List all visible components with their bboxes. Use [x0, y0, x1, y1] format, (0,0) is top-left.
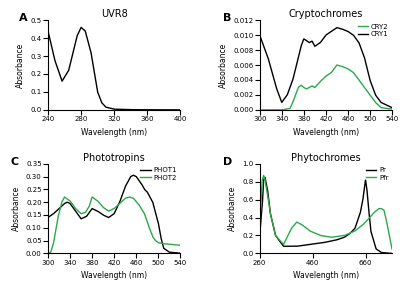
Pr — [390, 252, 394, 255]
CRY1 — [266, 55, 270, 59]
CRY2 — [358, 80, 363, 84]
Y-axis label: Absorbance: Absorbance — [12, 186, 20, 231]
PHOT2 — [178, 244, 183, 247]
PHOT1 — [46, 216, 50, 219]
CRY2 — [334, 63, 339, 67]
Line: PHOT2: PHOT2 — [48, 197, 180, 253]
Pfr — [261, 174, 266, 177]
Pfr — [358, 225, 363, 229]
Pr — [266, 192, 270, 195]
Pfr — [257, 225, 262, 228]
Legend: Pr, Pfr: Pr, Pfr — [366, 167, 388, 181]
Pr — [371, 239, 376, 243]
Y-axis label: Absorbance: Absorbance — [219, 42, 228, 88]
PHOT1 — [146, 193, 151, 196]
PHOT2 — [126, 196, 131, 199]
Title: UVR8: UVR8 — [101, 10, 128, 19]
Pr — [334, 238, 339, 242]
PHOT2 — [146, 224, 151, 228]
Pfr — [266, 196, 270, 199]
CRY2 — [338, 64, 342, 68]
PHOT1 — [160, 240, 164, 244]
Pr — [262, 175, 267, 179]
Y-axis label: Absorbance: Absorbance — [228, 186, 237, 231]
PHOT1 — [126, 179, 131, 183]
CRY1 — [390, 106, 394, 109]
PHOT2 — [62, 195, 67, 199]
Text: C: C — [11, 157, 19, 166]
CRY1 — [338, 27, 342, 30]
CRY2 — [334, 64, 339, 67]
Text: D: D — [223, 157, 232, 166]
CRY1 — [334, 26, 339, 29]
X-axis label: Wavelength (nm): Wavelength (nm) — [293, 128, 359, 137]
Pr — [338, 237, 342, 240]
Line: CRY1: CRY1 — [260, 28, 392, 108]
Pfr — [342, 234, 346, 237]
CRY1 — [334, 26, 339, 30]
CRY1 — [371, 89, 376, 92]
Y-axis label: Absorbance: Absorbance — [16, 42, 25, 88]
Title: Cryptochromes: Cryptochromes — [289, 10, 363, 19]
PHOT1 — [54, 210, 58, 213]
CRY2 — [390, 107, 394, 111]
Pfr — [338, 234, 342, 238]
Title: Phytochromes: Phytochromes — [291, 153, 361, 163]
PHOT2 — [54, 226, 58, 230]
Title: Phototropins: Phototropins — [83, 153, 145, 163]
PHOT1 — [131, 174, 136, 177]
Text: B: B — [223, 13, 231, 23]
Line: PHOT1: PHOT1 — [48, 175, 180, 253]
PHOT1 — [122, 186, 127, 190]
PHOT1 — [178, 251, 183, 255]
Pfr — [334, 235, 339, 238]
CRY1 — [358, 44, 363, 48]
X-axis label: Wavelength (nm): Wavelength (nm) — [81, 128, 147, 137]
CRY1 — [342, 28, 346, 32]
CRY2 — [257, 108, 262, 112]
Pfr — [390, 247, 394, 251]
Line: Pr: Pr — [260, 177, 392, 253]
Legend: PHOT1, PHOT2: PHOT1, PHOT2 — [140, 167, 177, 181]
X-axis label: Wavelength (nm): Wavelength (nm) — [293, 271, 359, 280]
Pr — [257, 234, 262, 237]
Text: A: A — [19, 13, 28, 23]
CRY2 — [371, 98, 376, 102]
Pfr — [371, 211, 376, 215]
Pr — [358, 211, 363, 215]
PHOT1 — [130, 174, 135, 177]
PHOT2 — [123, 197, 128, 200]
PHOT2 — [160, 242, 164, 245]
CRY1 — [257, 33, 262, 37]
Legend: CRY2, CRY1: CRY2, CRY1 — [358, 24, 388, 37]
Line: Pfr: Pfr — [260, 175, 392, 249]
X-axis label: Wavelength (nm): Wavelength (nm) — [81, 271, 147, 280]
CRY2 — [342, 65, 346, 69]
Pr — [342, 236, 346, 239]
Line: CRY2: CRY2 — [260, 65, 392, 110]
PHOT2 — [46, 252, 50, 255]
CRY2 — [266, 108, 270, 112]
PHOT2 — [130, 196, 135, 200]
